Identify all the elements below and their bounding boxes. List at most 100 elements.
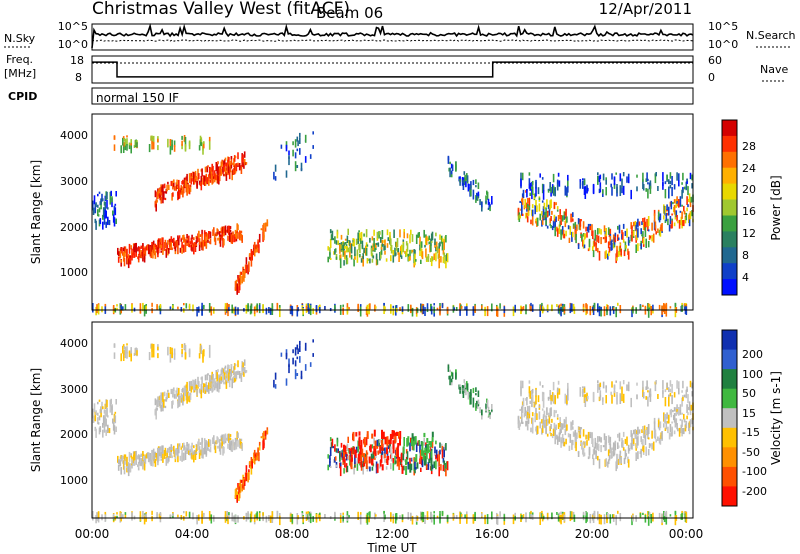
power-data-cell	[227, 226, 229, 234]
velocity-data-cell	[472, 397, 475, 408]
power-data-cell	[410, 304, 412, 314]
velocity-data-cell	[668, 394, 670, 398]
velocity-data-cell	[402, 446, 405, 454]
velocity-data-cell	[215, 382, 218, 389]
power-data-cell	[234, 306, 237, 315]
velocity-data-cell	[530, 513, 532, 520]
velocity-data-cell	[571, 422, 573, 427]
power-data-cell	[635, 244, 637, 253]
power-data-cell	[203, 175, 205, 185]
velocity-scale-label: Velocity [m s-1]	[769, 371, 783, 465]
power-data-cell	[169, 144, 172, 155]
velocity-data-cell	[526, 406, 529, 412]
velocity-data-cell	[677, 411, 679, 415]
velocity-data-cell	[130, 353, 132, 362]
power-scale-label: Power [dB]	[769, 175, 783, 240]
power-data-cell	[608, 247, 611, 253]
velocity-data-cell	[435, 449, 438, 458]
power-data-cell	[399, 307, 401, 311]
velocity-data-cell	[421, 441, 424, 451]
velocity-data-cell	[237, 360, 239, 368]
velocity-data-cell	[644, 515, 647, 523]
velocity-data-cell	[536, 413, 538, 420]
velocity-data-cell	[213, 384, 215, 387]
power-data-cell	[299, 137, 301, 144]
power-data-cell	[220, 235, 223, 239]
power-data-cell	[526, 198, 529, 204]
velocity-data-cell	[541, 408, 544, 411]
power-data-cell	[572, 218, 574, 222]
velocity-data-cell	[555, 410, 557, 414]
velocity-data-cell	[162, 401, 164, 412]
velocity-data-cell	[572, 420, 574, 426]
power-data-cell	[647, 188, 649, 199]
power-data-cell	[178, 179, 180, 187]
velocity-data-cell	[157, 353, 159, 359]
velocity-data-cell	[674, 511, 677, 515]
velocity-data-cell	[477, 399, 480, 405]
velocity-data-cell	[178, 445, 180, 454]
velocity-data-cell	[568, 445, 571, 451]
velocity-data-cell	[150, 343, 152, 348]
velocity-data-cell	[652, 512, 654, 519]
power-data-cell	[536, 217, 539, 226]
velocity-data-cell	[544, 419, 546, 428]
velocity-data-cell	[607, 435, 610, 443]
power-data-cell	[233, 155, 236, 162]
velocity-data-cell	[213, 441, 216, 449]
power-data-cell	[162, 184, 164, 194]
power-data-cell	[672, 202, 674, 205]
power-data-cell	[464, 306, 466, 310]
power-data-cell	[551, 210, 553, 215]
power-data-cell	[147, 244, 150, 255]
power-data-cell	[97, 304, 100, 310]
power-data-cell	[584, 233, 587, 239]
velocity-data-cell	[571, 439, 573, 450]
velocity-data-cell	[150, 458, 152, 467]
power-data-cell	[183, 136, 186, 142]
velocity-data-cell	[339, 466, 342, 477]
power-data-cell	[627, 176, 630, 184]
power-data-cell	[184, 239, 187, 244]
power-colorbar-segment	[722, 167, 737, 184]
velocity-data-cell	[460, 514, 463, 517]
velocity-data-cell	[200, 383, 203, 390]
velocity-data-cell	[521, 404, 524, 413]
vel-tick-m50: -50	[742, 446, 760, 459]
power-data-cell	[579, 219, 582, 226]
power-data-cell	[227, 159, 229, 166]
power-data-cell	[237, 277, 239, 282]
power-data-cell	[237, 162, 239, 166]
velocity-data-cell	[582, 429, 585, 437]
power-data-cell	[204, 234, 207, 242]
power-data-cell	[549, 200, 551, 210]
power-data-cell	[209, 238, 212, 245]
velocity-data-cell	[203, 446, 206, 455]
velocity-data-cell	[556, 434, 558, 440]
power-data-cell	[172, 238, 174, 243]
velocity-data-cell	[360, 439, 363, 449]
velocity-data-cell	[402, 465, 405, 471]
power-data-cell	[181, 135, 183, 140]
velocity-data-cell	[170, 448, 173, 452]
power-data-cell	[392, 308, 395, 316]
velocity-data-cell	[225, 370, 228, 375]
velocity-data-cell	[123, 454, 126, 460]
velocity-data-cell	[106, 408, 108, 417]
power-data-cell	[689, 172, 692, 180]
power-data-cell	[539, 307, 541, 317]
power-data-cell	[687, 186, 689, 196]
power-data-cell	[542, 190, 545, 200]
power-data-cell	[116, 307, 118, 310]
velocity-data-cell	[256, 511, 258, 518]
power-data-cell	[441, 241, 444, 251]
power-data-cell	[193, 245, 195, 255]
power-data-cell	[455, 307, 458, 311]
velocity-data-cell	[177, 455, 179, 463]
velocity-data-cell	[430, 448, 433, 451]
velocity-data-cell	[686, 415, 688, 420]
velocity-data-cell	[248, 470, 250, 480]
power-data-cell	[407, 304, 410, 312]
power-data-cell	[392, 250, 395, 258]
velocity-data-cell	[664, 397, 667, 407]
